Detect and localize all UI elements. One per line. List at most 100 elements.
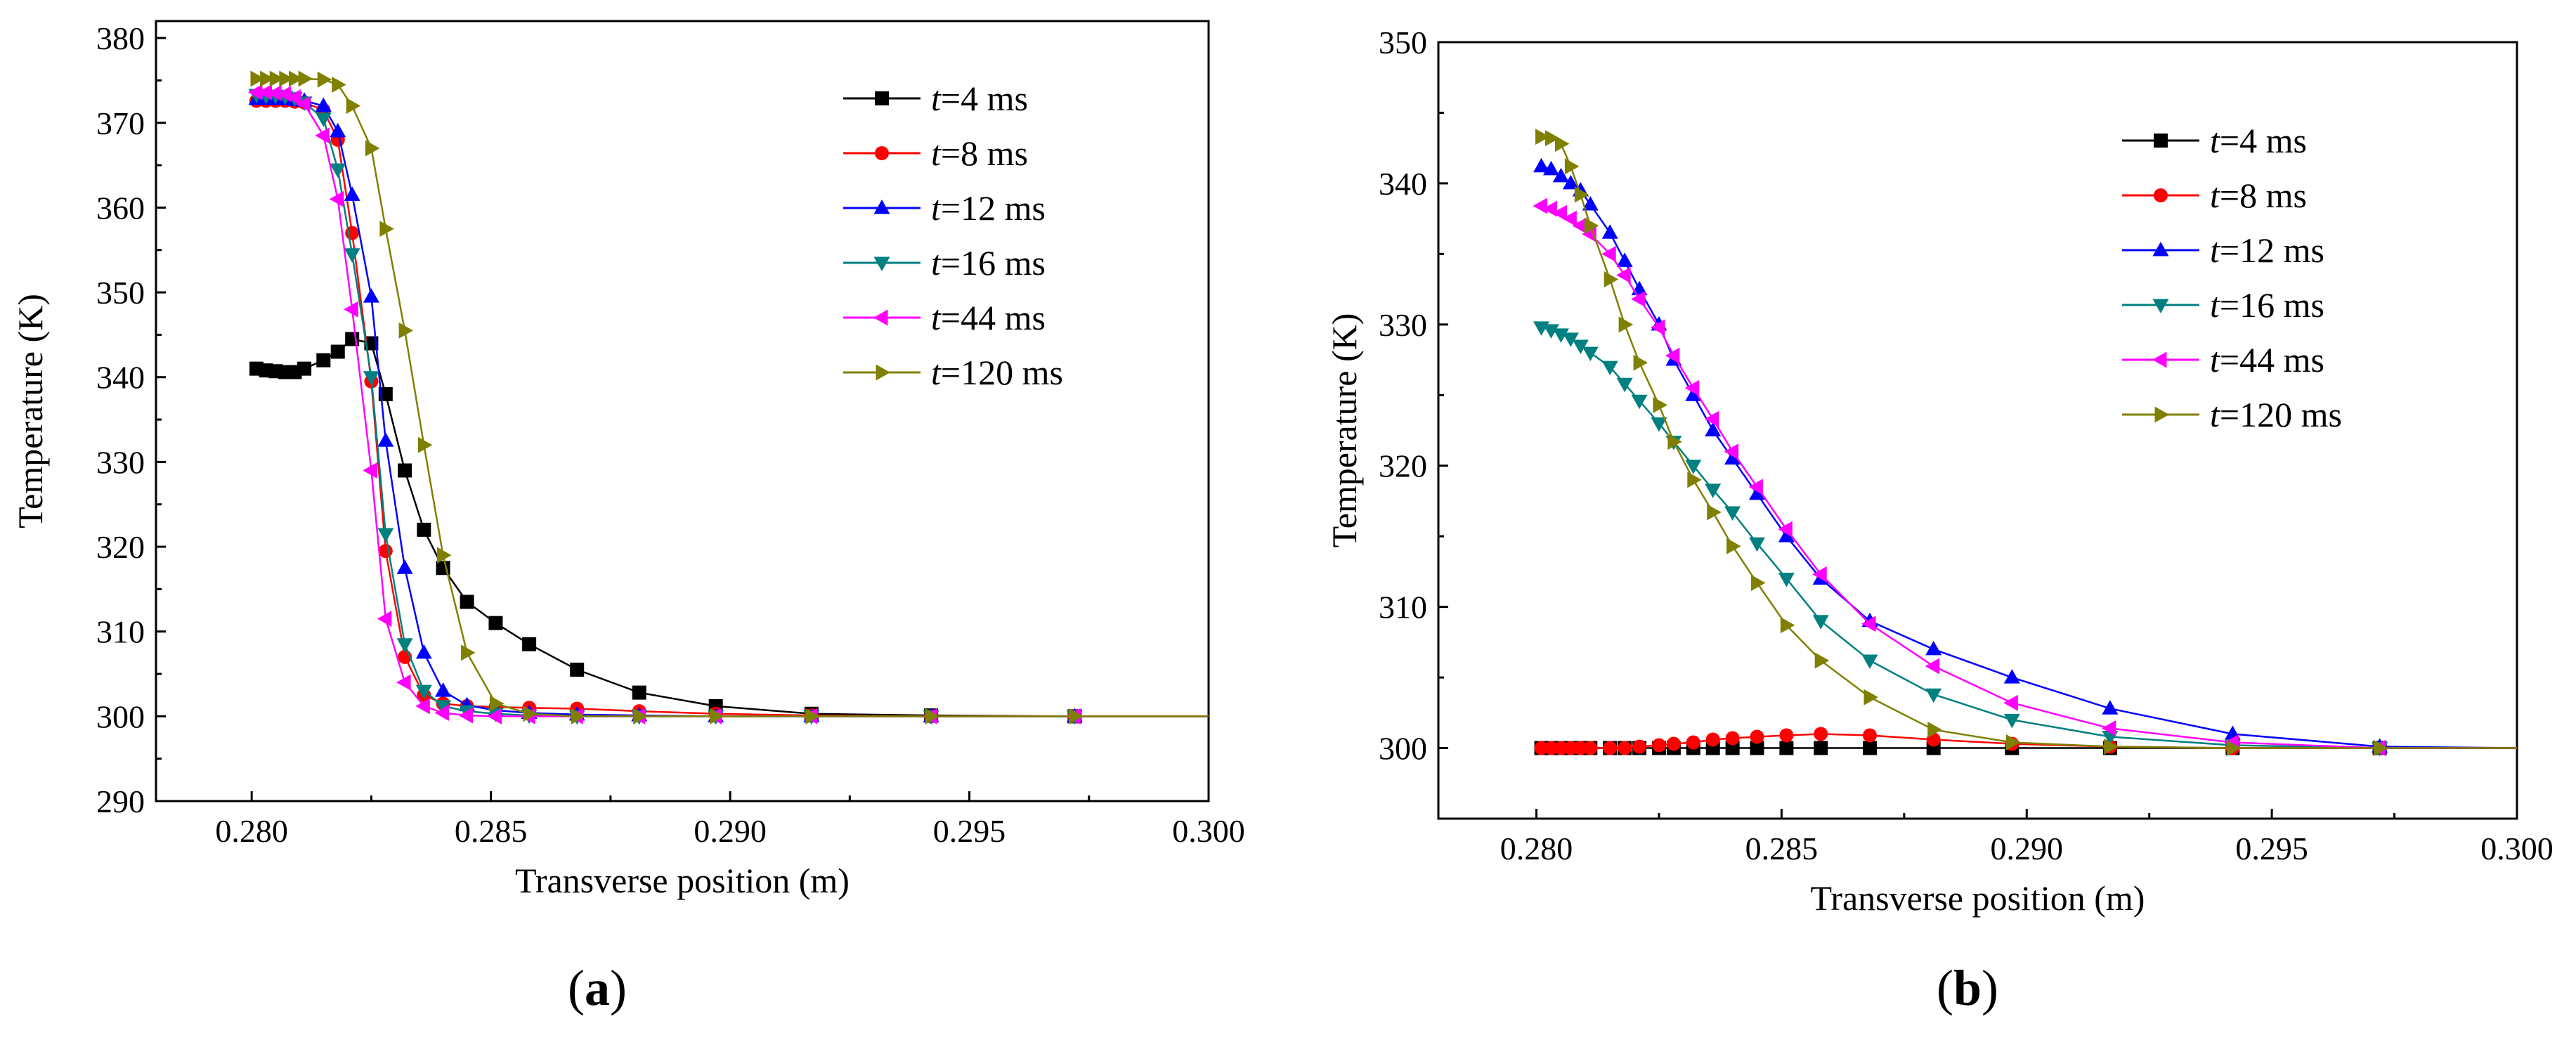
x-tick-label: 0.290 xyxy=(1991,831,2064,866)
data-point xyxy=(377,611,392,628)
data-point xyxy=(1705,732,1720,747)
data-point xyxy=(396,674,411,691)
data-point xyxy=(363,288,379,303)
data-point xyxy=(1633,354,1648,371)
panel-label: (b) xyxy=(1937,960,1998,1016)
data-point xyxy=(1573,741,1588,755)
series-line xyxy=(1541,136,2517,749)
series-t-8-ms xyxy=(1534,727,2517,755)
data-point xyxy=(1618,316,1634,333)
data-point xyxy=(1651,417,1667,432)
data-point xyxy=(710,708,724,724)
legend-marker xyxy=(2154,406,2169,423)
legend-entry: t=120 ms xyxy=(2210,395,2342,434)
data-point xyxy=(1705,422,1722,436)
data-point xyxy=(1687,472,1702,488)
data-point xyxy=(1552,204,1567,221)
y-tick-label: 360 xyxy=(96,190,145,226)
y-tick-label: 380 xyxy=(96,20,145,56)
data-point xyxy=(434,705,450,722)
data-point xyxy=(1535,129,1550,145)
data-point xyxy=(1863,741,1877,755)
data-point xyxy=(279,70,294,87)
data-point xyxy=(344,248,360,263)
series-t-44-ms xyxy=(1533,197,2517,757)
data-point xyxy=(398,322,414,339)
series-t-16-ms xyxy=(1533,321,2517,757)
data-point xyxy=(1651,738,1666,753)
series-t-4-ms xyxy=(249,332,1209,724)
data-point xyxy=(379,221,394,238)
data-point xyxy=(2104,739,2119,755)
data-point xyxy=(2226,740,2242,757)
data-point xyxy=(415,698,430,715)
data-point xyxy=(1574,186,1589,203)
plot-frame xyxy=(1437,41,2518,820)
data-point xyxy=(1748,479,1764,495)
data-point xyxy=(1812,615,1829,630)
data-point xyxy=(1584,217,1599,234)
data-point xyxy=(1863,728,1877,743)
data-point xyxy=(1726,538,1741,554)
data-point xyxy=(377,528,394,542)
data-point xyxy=(435,700,452,715)
data-point xyxy=(1554,741,1568,755)
data-point xyxy=(1631,394,1648,410)
data-point xyxy=(346,98,361,115)
data-point xyxy=(378,544,393,559)
data-point xyxy=(1665,347,1680,364)
data-point xyxy=(458,707,474,724)
series-t-8-ms xyxy=(249,93,1209,724)
data-point xyxy=(1749,537,1766,552)
legend-entry: t=16 ms xyxy=(2210,285,2324,325)
chart-panel-b: 0.280 0.285 0.290 0.295 0.300 300 310 320 330 340… xyxy=(1325,25,2554,1016)
y-tick-label: 320 xyxy=(1379,448,1427,484)
data-point xyxy=(1812,566,1827,583)
data-point xyxy=(2005,734,2021,751)
data-point xyxy=(1749,485,1766,500)
data-point xyxy=(1542,160,1559,176)
data-point xyxy=(1582,346,1599,361)
x-tick-label: 0.280 xyxy=(215,813,288,849)
data-point xyxy=(1552,328,1569,343)
data-point xyxy=(1863,689,1878,706)
data-point xyxy=(805,708,820,724)
data-point xyxy=(363,462,377,479)
data-point xyxy=(522,637,537,651)
data-point xyxy=(2374,740,2388,757)
data-point xyxy=(267,85,282,102)
data-point xyxy=(1685,460,1702,474)
data-point xyxy=(571,708,586,724)
data-point xyxy=(257,84,273,100)
x-tick-label: 0.300 xyxy=(1172,813,1245,849)
legend-entry: t=44 ms xyxy=(2210,340,2324,379)
data-point xyxy=(1582,196,1599,211)
data-point xyxy=(1534,741,1549,755)
legend-entry: t=16 ms xyxy=(931,243,1046,282)
data-point xyxy=(1778,528,1795,542)
data-point xyxy=(633,708,648,724)
y-axis-label: Temperature (K) xyxy=(1325,313,1364,548)
data-point xyxy=(1667,434,1682,450)
data-point xyxy=(1814,741,1828,755)
x-tick-label: 0.290 xyxy=(694,813,767,849)
data-point xyxy=(1601,245,1616,262)
series-line xyxy=(1541,326,2517,749)
data-point xyxy=(298,70,313,87)
data-point xyxy=(417,522,431,537)
data-point xyxy=(1780,617,1795,634)
data-point xyxy=(1554,136,1570,152)
data-point xyxy=(1562,332,1579,347)
data-point xyxy=(250,70,265,87)
data-point xyxy=(1927,721,1942,738)
data-point xyxy=(1750,729,1764,744)
plot-frame xyxy=(155,20,1210,802)
y-tick-label: 330 xyxy=(1379,307,1427,343)
data-point xyxy=(260,70,275,87)
data-point xyxy=(315,97,332,112)
legend-marker xyxy=(875,146,889,160)
legend-entry: t=12 ms xyxy=(2210,230,2324,270)
data-point xyxy=(1616,252,1633,267)
data-point xyxy=(396,638,413,653)
data-point xyxy=(488,616,503,630)
